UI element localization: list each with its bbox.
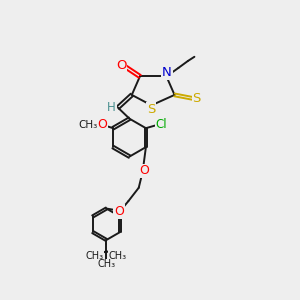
Text: N: N bbox=[162, 66, 172, 79]
Text: CH₃: CH₃ bbox=[97, 259, 116, 269]
Text: H: H bbox=[107, 100, 116, 114]
Text: O: O bbox=[116, 58, 126, 72]
Text: S: S bbox=[193, 92, 201, 105]
Text: O: O bbox=[139, 164, 149, 177]
Text: O: O bbox=[98, 118, 107, 131]
Text: CH₃: CH₃ bbox=[86, 251, 104, 261]
Text: CH₃: CH₃ bbox=[109, 251, 127, 261]
Text: Cl: Cl bbox=[156, 118, 167, 131]
Text: CH₃: CH₃ bbox=[78, 120, 97, 130]
Text: S: S bbox=[147, 103, 155, 116]
Text: O: O bbox=[114, 205, 124, 218]
